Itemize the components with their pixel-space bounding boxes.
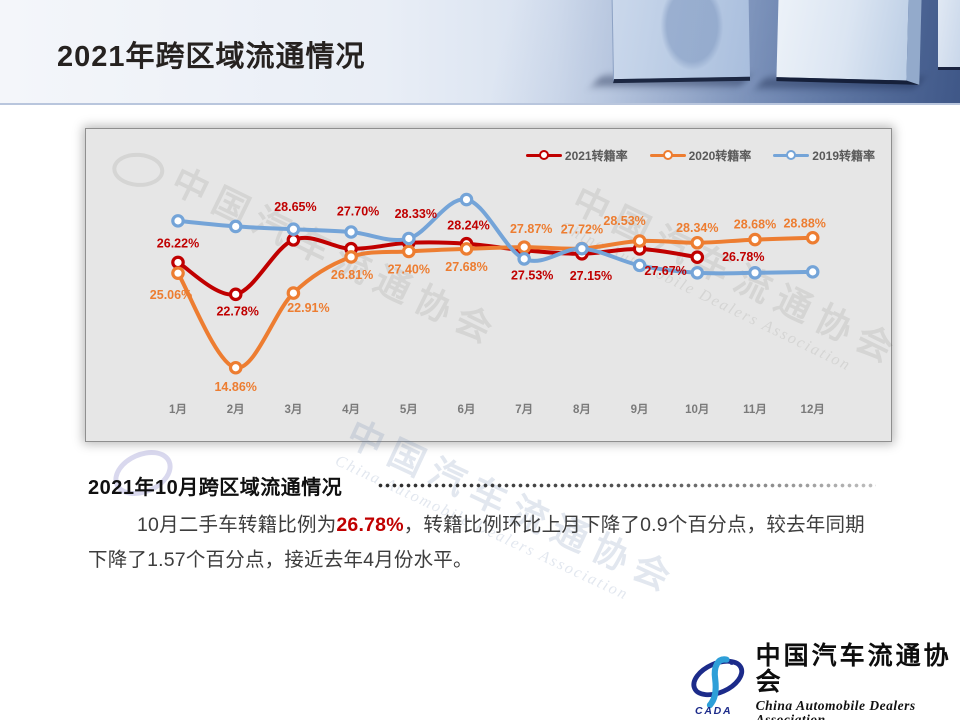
2020转籍率-data-label: 25.06% — [150, 288, 192, 302]
2020转籍率-point — [401, 244, 416, 259]
legend-marker-icon — [662, 150, 673, 161]
x-axis-label: 6月 — [458, 403, 476, 416]
legend-marker-icon — [786, 150, 797, 161]
cada-logo-names: 中国汽车流通协会 China Automobile Dealers Associ… — [755, 643, 960, 720]
2019转籍率-point — [517, 252, 531, 266]
header-banner — [0, 0, 960, 105]
x-axis-label: 1月 — [169, 403, 187, 416]
section-heading: 2021年10月跨区域流通情况 — [88, 477, 343, 499]
2020转籍率-point — [171, 266, 185, 280]
2019转籍率-point — [171, 214, 185, 228]
2019转籍率-point — [459, 192, 474, 207]
legend-label: 2021转籍率 — [564, 149, 628, 163]
x-axis-label: 7月 — [515, 403, 533, 416]
cada-logo: CADA 中国汽车流通协会 China Automobile Dealers A… — [688, 643, 960, 720]
cada-swoosh-icon: CADA — [691, 656, 745, 717]
paragraph-part1: 10月二手车转籍比例为 — [137, 514, 337, 536]
x-axis-label: 2月 — [227, 403, 245, 416]
2020转籍率-data-label: 26.81% — [331, 268, 373, 282]
legend-item-2019: 2019转籍率 — [773, 147, 875, 164]
2021转籍率-data-label: 26.78% — [722, 250, 764, 264]
x-axis-label: 4月 — [342, 403, 360, 416]
2021转籍率-point — [690, 250, 705, 265]
2020转籍率-point — [286, 286, 301, 300]
legend-marker-icon — [538, 150, 549, 161]
x-axis-label: 9月 — [631, 403, 649, 416]
x-axis-label: 8月 — [573, 403, 591, 416]
2019转籍率-point — [690, 266, 705, 280]
decor-cube-2 — [776, 0, 923, 85]
2021转籍率-line — [176, 235, 700, 297]
2020转籍率-data-label: 14.86% — [214, 380, 256, 394]
2021转籍率-data-label: 27.67% — [644, 264, 686, 278]
x-axis-label: 5月 — [400, 403, 418, 416]
page-title: 2021年跨区域流通情况 — [57, 41, 366, 73]
2019转籍率-point — [575, 241, 589, 256]
cada-name-en: China Automobile Dealers Association — [755, 697, 916, 720]
2021转籍率-data-label: 27.70% — [337, 205, 379, 219]
2020转籍率-point — [517, 240, 531, 254]
2020转籍率-data-label: 27.68% — [445, 260, 487, 274]
2019转籍率-point — [401, 231, 416, 246]
2020转籍率-point — [632, 234, 647, 248]
2020转籍率-data-label: 28.88% — [783, 217, 825, 231]
2020转籍率-point — [344, 250, 358, 264]
2020转籍率-data-label: 27.40% — [388, 262, 430, 276]
legend-label: 2019转籍率 — [812, 149, 875, 163]
paragraph-highlight: 26.78% — [336, 514, 404, 536]
2019转籍率-point — [228, 219, 243, 234]
body-paragraph: 10月二手车转籍比例为26.78%，转籍比例环比上月下降了0.9个百分点，较去年… — [88, 508, 880, 578]
2020转籍率-data-label: 28.53% — [603, 214, 645, 228]
2020转籍率-point — [805, 230, 820, 245]
2020转籍率-point — [228, 360, 243, 375]
2021转籍率-point — [286, 233, 301, 247]
legend-line-icon — [773, 150, 810, 161]
2019转籍率-point — [632, 258, 647, 273]
2021转籍率-data-label: 26.22% — [157, 236, 199, 250]
chart-legend: 2021转籍率 2020转籍率 2019转籍率 — [525, 147, 875, 164]
legend-line-icon — [649, 150, 686, 161]
legend-item-2020: 2020转籍率 — [649, 147, 752, 164]
2021转籍率-data-label: 27.53% — [511, 268, 553, 282]
2020转籍率-point — [459, 242, 474, 256]
2021转籍率-point — [171, 255, 185, 270]
2020转籍率-data-label: 27.72% — [561, 223, 603, 237]
x-axis-label: 12月 — [801, 403, 825, 416]
legend-line-icon — [525, 150, 562, 161]
2019转籍率-point — [748, 266, 762, 280]
chart-panel: 中国汽车流通协会 中国汽车流通协会 China Automobile Deale… — [85, 128, 907, 442]
2019转籍率-point — [344, 225, 358, 239]
x-axis-label: 11月 — [743, 403, 767, 416]
paragraph-part2: ，转籍比例环比上月下降了0.9个百分点，较去年同期下降了1.57个百分点，接近去… — [88, 514, 865, 571]
cada-name-zh: 中国汽车流通协会 — [755, 643, 952, 697]
cada-acronym: CADA — [695, 705, 732, 717]
2020转籍率-data-label: 28.68% — [734, 218, 776, 232]
2020转籍率-point — [690, 235, 705, 250]
2020转籍率-data-label: 28.34% — [676, 221, 718, 235]
2019转籍率-point — [805, 265, 820, 279]
2020转籍率-data-label: 27.87% — [510, 222, 552, 236]
2021转籍率-data-label: 27.15% — [570, 269, 612, 283]
x-axis-label: 10月 — [685, 403, 709, 416]
2021转籍率-data-label: 28.24% — [447, 219, 489, 233]
transfer-rate-line-chart: 1月 2月 3月 4月 5月 6月 7月 8月 9月 10月 11月 12月 26.22% 22.78% 2… — [150, 192, 826, 416]
legend-item-2021: 2021转籍率 — [525, 147, 628, 164]
2020转籍率-data-label: 22.91% — [287, 301, 329, 315]
x-axis-label: 3月 — [284, 403, 302, 416]
2021转籍率-data-label: 22.78% — [216, 304, 258, 318]
decor-cube-1 — [610, 0, 751, 84]
dotted-divider — [378, 483, 876, 489]
2021转籍率-data-label: 28.65% — [274, 200, 316, 214]
decor-cube-3 — [938, 0, 960, 70]
2021转籍率-point — [228, 287, 243, 302]
2020转籍率-point — [748, 232, 762, 247]
2021转籍率-data-label: 28.33% — [395, 207, 437, 221]
legend-label: 2020转籍率 — [688, 149, 752, 163]
2019转籍率-point — [286, 222, 301, 237]
